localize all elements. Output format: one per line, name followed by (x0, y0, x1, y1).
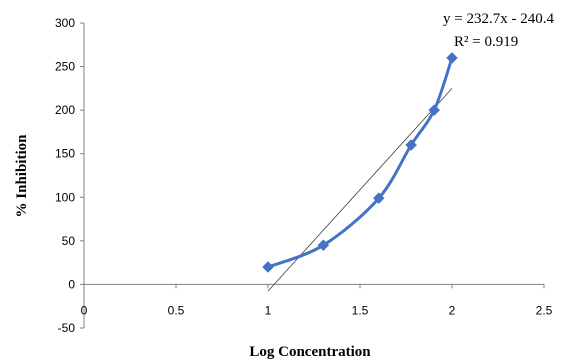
data-point-diamond (405, 139, 418, 151)
labels-layer: y = 232.7x - 240.4 R² = 0.919 Log Concen… (14, 11, 554, 360)
data-point-diamond (317, 239, 330, 252)
y-tick-label: 300 (55, 16, 75, 30)
y-tick-label: 150 (55, 147, 75, 161)
y-tick-label: -50 (58, 321, 76, 335)
y-axis-title: % Inhibition (14, 134, 30, 218)
trendline-equation: y = 232.7x - 240.4 (443, 11, 554, 27)
x-tick-label: 0 (81, 303, 88, 317)
x-tick-label: 1.5 (352, 303, 369, 317)
y-tick-label: 200 (55, 103, 75, 117)
y-tick-label: 100 (55, 190, 75, 204)
x-tick-label: 1 (265, 303, 272, 317)
axes: -50 0 50 100 150 200 250 300 0 0.5 1 1.5 2 2.5 (55, 16, 553, 335)
y-tick-label: 0 (68, 277, 75, 291)
series-line (266, 56, 454, 269)
r-squared-label: R² = 0.919 (454, 34, 518, 50)
series-layer (262, 52, 458, 273)
data-point-diamond (428, 104, 441, 116)
x-tick-label: 2.5 (536, 303, 553, 317)
trendline-layer (267, 88, 453, 292)
linear-trendline (267, 88, 453, 292)
x-axis-title: Log Concentration (249, 344, 371, 360)
x-tick-label: 0.5 (168, 303, 185, 317)
y-tick-label: 50 (62, 234, 76, 248)
data-point-diamond (262, 261, 274, 273)
y-tick-label: 250 (55, 60, 75, 74)
data-point-diamond (372, 192, 385, 205)
data-point-diamond (446, 52, 458, 64)
x-tick-label: 2 (449, 303, 456, 317)
